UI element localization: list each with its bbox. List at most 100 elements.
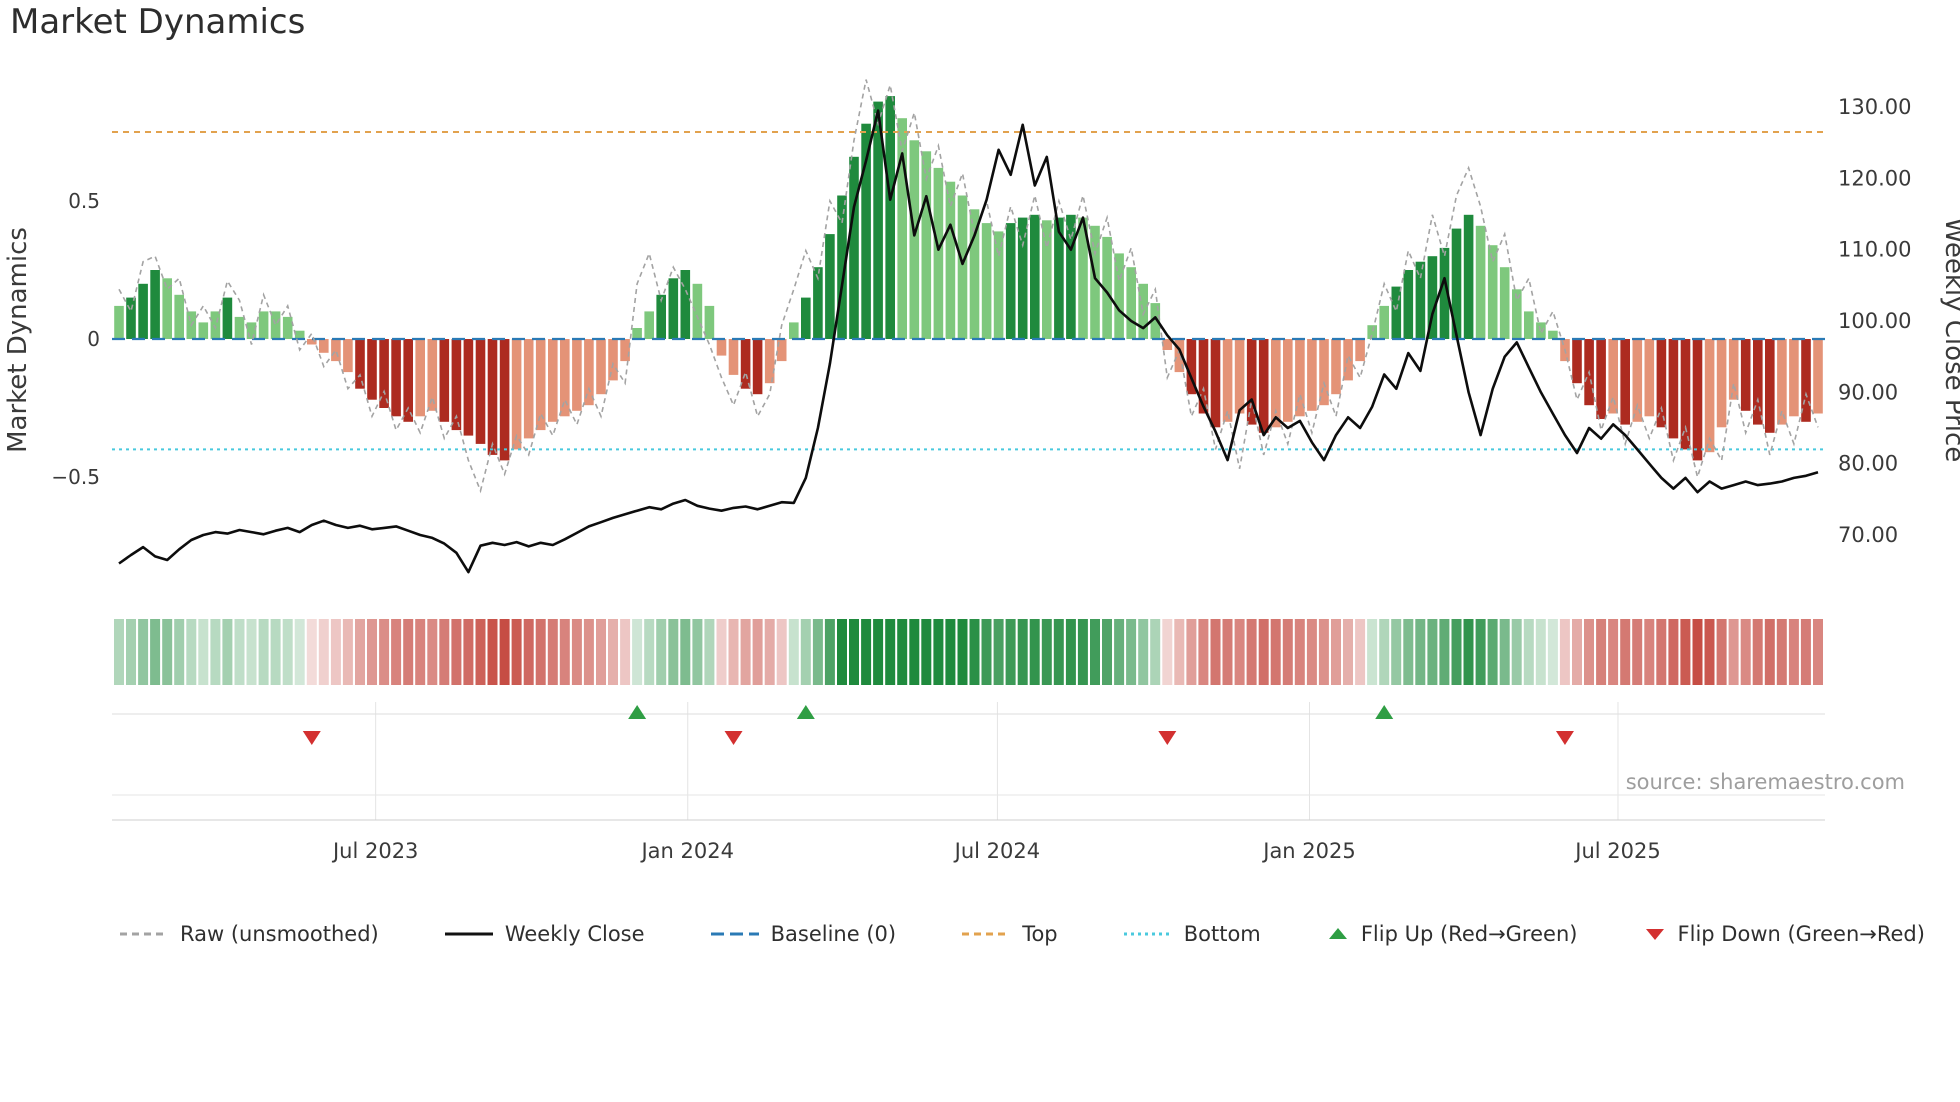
- heatmap-cell: [1391, 619, 1402, 685]
- bar: [1596, 339, 1606, 419]
- bar: [1728, 339, 1739, 400]
- heatmap-cell: [427, 619, 438, 685]
- heatmap-cell: [451, 619, 462, 685]
- heatmap-cell: [1041, 619, 1052, 685]
- heatmap-cell: [1776, 619, 1787, 685]
- heatmap-cell: [849, 619, 859, 685]
- heatmap-cell: [1788, 619, 1799, 685]
- heatmap-cell: [1053, 619, 1064, 685]
- bar: [1572, 339, 1582, 384]
- bar: [1283, 339, 1293, 422]
- bar: [319, 339, 329, 353]
- heatmap-cell: [1090, 619, 1100, 685]
- heatmap-cell: [1463, 619, 1474, 685]
- heatmap-cell: [704, 619, 715, 685]
- bar: [1680, 339, 1691, 450]
- heatmap-cell: [776, 619, 787, 685]
- bar: [632, 328, 642, 339]
- heatmap-cell: [571, 619, 582, 685]
- legend-label: Flip Up (Red→Green): [1360, 922, 1578, 946]
- bar: [403, 339, 413, 422]
- bar: [1222, 339, 1233, 422]
- heatmap-cell: [487, 619, 498, 685]
- bar: [837, 195, 847, 339]
- legend-item-top: Top: [960, 922, 1058, 946]
- bar: [1246, 339, 1257, 425]
- bar: [861, 123, 871, 339]
- heatmap-cell: [909, 619, 920, 685]
- bar: [728, 339, 739, 375]
- marker-panel-grid: [112, 702, 1825, 821]
- bar: [945, 181, 956, 339]
- x-tick-label: Jul 2023: [331, 839, 418, 863]
- bar: [1716, 339, 1727, 428]
- y-tick-label-right: 80.00: [1838, 452, 1898, 476]
- heatmap-cell: [1451, 619, 1462, 685]
- bar: [1307, 339, 1317, 411]
- bar: [776, 339, 787, 362]
- heatmap-cell: [945, 619, 956, 685]
- heatmap-cell: [126, 619, 136, 685]
- y-tick-label-right: 130.00: [1838, 95, 1911, 119]
- heatmap-cell: [1716, 619, 1727, 685]
- heatmap-cell: [1728, 619, 1739, 685]
- bar: [331, 339, 341, 362]
- source-credit: source: sharemaestro.com: [1625, 770, 1905, 794]
- heatmap-cell: [1294, 619, 1305, 685]
- bar: [439, 339, 450, 422]
- heatmap-cell: [921, 619, 932, 685]
- bar: [1524, 311, 1534, 339]
- heatmap-cell: [1029, 619, 1040, 685]
- bar: [704, 305, 715, 339]
- heatmap-cell: [1258, 619, 1269, 685]
- bar: [222, 297, 233, 339]
- bar: [138, 283, 148, 339]
- heatmap-cell: [318, 619, 329, 685]
- heatmap-cell: [1499, 619, 1510, 685]
- bar: [1102, 236, 1112, 339]
- bar: [1271, 339, 1281, 428]
- heatmap-cell: [1343, 619, 1353, 685]
- bar: [1801, 339, 1811, 422]
- bar: [1017, 217, 1028, 339]
- flip-down-swatch-icon: [1645, 929, 1664, 940]
- bar: [463, 339, 474, 436]
- heatmap-cell: [1150, 619, 1161, 685]
- heatmap-cell: [632, 619, 643, 685]
- heatmap-cell: [403, 619, 414, 685]
- heatmap-cell: [330, 619, 341, 685]
- heatmap-cell: [222, 619, 233, 685]
- heatmap-cell: [258, 619, 269, 685]
- heatmap-cell: [692, 619, 703, 685]
- heatmap-cell: [1138, 619, 1149, 685]
- bar: [873, 101, 883, 339]
- heatmap-cell: [138, 619, 149, 685]
- heatmap-cell: [608, 619, 618, 685]
- legend-item-flip-down: Flip Down (Green→Red): [1642, 922, 1925, 946]
- heatmap-cell: [210, 619, 221, 685]
- bar: [1210, 339, 1221, 428]
- heatmap-cell: [1692, 619, 1703, 685]
- bar: [1186, 339, 1197, 395]
- bar: [1692, 339, 1703, 461]
- bar: [620, 339, 630, 362]
- bar: [572, 339, 582, 411]
- heatmap-cell: [957, 619, 968, 685]
- heatmap-cell: [114, 619, 124, 685]
- bar: [451, 339, 462, 431]
- heatmap-cell: [1584, 619, 1594, 685]
- axis-labels: 0.5 0 −0.5 130.00 120.00 110.00 100.00 90.00 80.…: [3, 95, 1960, 863]
- bar: [596, 339, 606, 395]
- bar: [1030, 214, 1040, 339]
- bar: [150, 270, 160, 339]
- bar: [1656, 339, 1667, 428]
- legend-label: Raw (unsmoothed): [180, 922, 379, 946]
- heatmap-cell: [1800, 619, 1811, 685]
- bar: [584, 339, 594, 406]
- heatmap-cell: [1186, 619, 1197, 685]
- bar: [1162, 339, 1173, 350]
- bar: [1295, 339, 1305, 417]
- heatmap-cell: [234, 619, 245, 685]
- weekly-close-line: [118, 109, 1819, 574]
- bar: [825, 234, 835, 339]
